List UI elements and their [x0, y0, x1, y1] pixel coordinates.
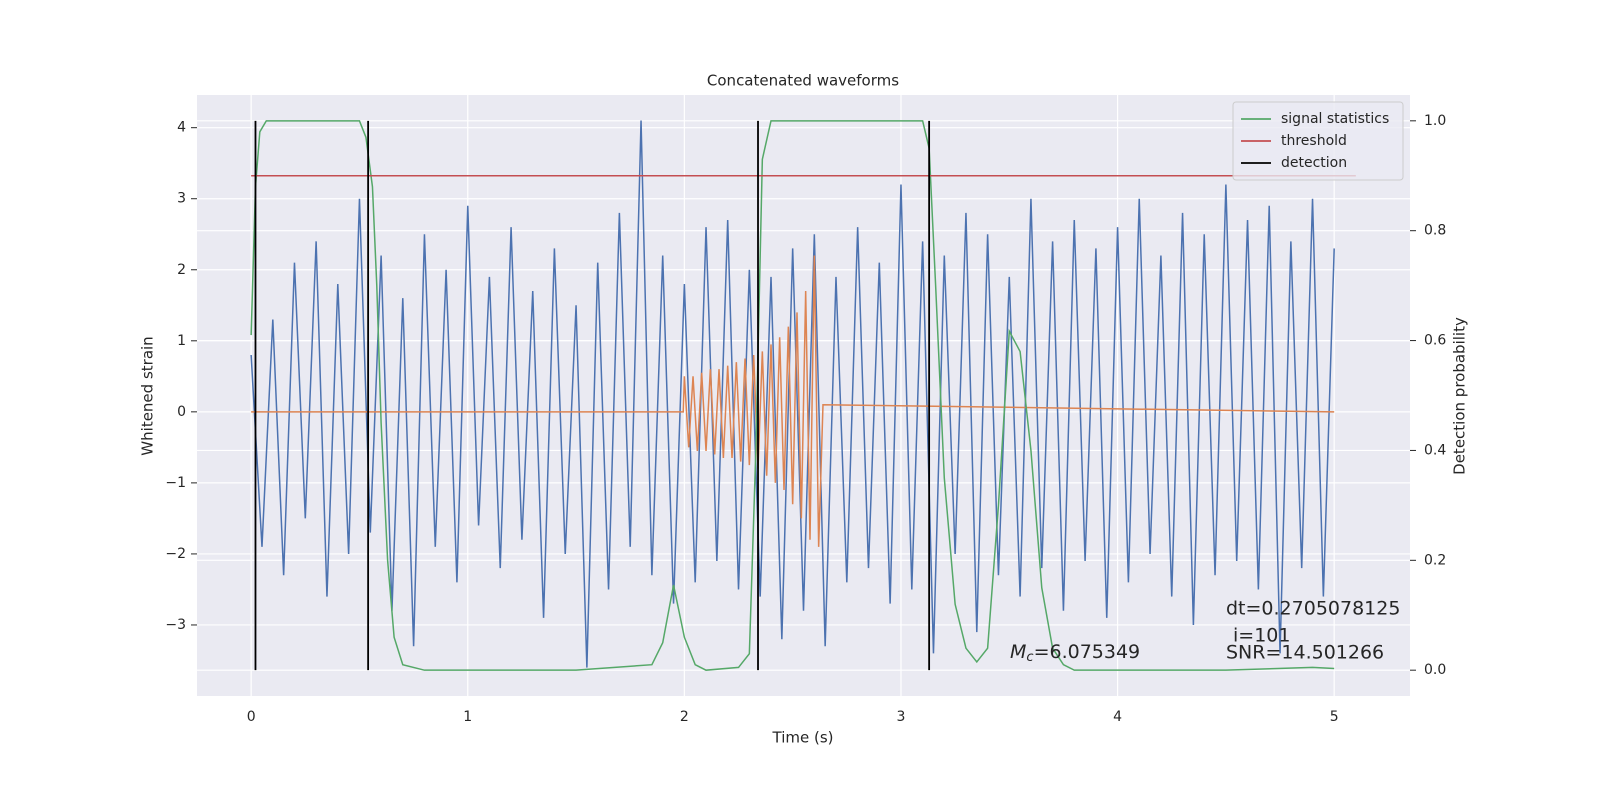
series-line — [250, 120, 1335, 671]
y-tick-label: −1 — [165, 475, 186, 491]
annotation: i=101 — [1233, 625, 1290, 647]
legend-label: threshold — [1281, 133, 1347, 149]
annotation: Mc=6.075349 — [1010, 641, 1140, 665]
x-axis-label: Time (s) — [772, 729, 834, 747]
annotation-text: =6.075349 — [1034, 641, 1141, 663]
y2-tick-label: 0.8 — [1424, 223, 1446, 239]
legend-box — [1232, 101, 1404, 181]
legend-label: detection — [1281, 155, 1347, 171]
annotation: dt=0.2705078125 — [1226, 598, 1400, 620]
chart-title: Concatenated waveforms — [707, 72, 899, 90]
series-line — [251, 255, 1335, 547]
y-tick-label: 0 — [177, 404, 186, 420]
y2-tick-label: 0.6 — [1424, 333, 1446, 349]
annotation-subscript: c — [1026, 650, 1033, 665]
x-tick-label: 3 — [897, 709, 906, 725]
x-tick-label: 0 — [247, 709, 256, 725]
x-tick-label: 2 — [680, 709, 689, 725]
y2-tick-label: 0.4 — [1424, 442, 1446, 458]
y-tick-label: 2 — [177, 262, 186, 278]
y2-axis-label: Detection probability — [1451, 317, 1469, 475]
y-tick-label: −3 — [165, 617, 186, 633]
y2-tick-label: 0.0 — [1424, 662, 1446, 678]
y-axis-label: Whitened strain — [139, 336, 157, 455]
y-tick-label: 4 — [177, 120, 186, 136]
y-tick-label: −2 — [165, 546, 186, 562]
x-tick-label: 1 — [463, 709, 472, 725]
annotation: SNR=14.501266 — [1226, 642, 1384, 664]
y2-tick-label: 1.0 — [1424, 113, 1446, 129]
x-tick-label: 5 — [1330, 709, 1339, 725]
legend-label: signal statistics — [1281, 111, 1389, 127]
series-line — [250, 120, 1335, 668]
x-tick-label: 4 — [1113, 709, 1122, 725]
y-tick-label: 1 — [177, 333, 186, 349]
annotation-symbol: M — [1010, 641, 1026, 663]
y-tick-label: 3 — [177, 191, 186, 207]
y2-tick-label: 0.2 — [1424, 552, 1446, 568]
